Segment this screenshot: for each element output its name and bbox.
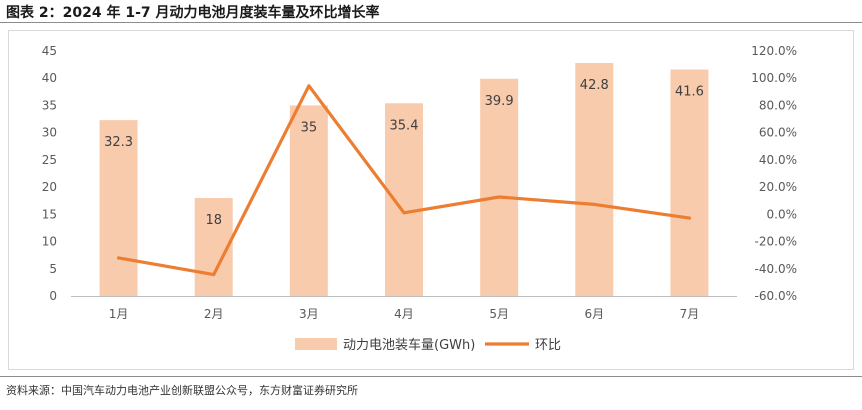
bar-6 bbox=[575, 62, 614, 296]
mom-point-5 bbox=[497, 195, 501, 199]
chart-frame: 0 5 10 15 20 25 30 35 40 45 -60.0% -40.0% -20.0% 0.0%… bbox=[8, 30, 854, 370]
x-tick-label: 1月 bbox=[109, 307, 129, 321]
left-axis-tick-label: 5 bbox=[49, 262, 57, 276]
right-axis-tick-label: -60.0% bbox=[755, 289, 797, 303]
right-axis-tick-label: 100.0% bbox=[751, 71, 797, 85]
right-axis-tick-label: 40.0% bbox=[759, 153, 797, 167]
right-axis-tick-label: 80.0% bbox=[759, 98, 797, 112]
x-tick-label: 6月 bbox=[584, 307, 604, 321]
right-axis-tick-label: 120.0% bbox=[751, 44, 797, 58]
bar-7 bbox=[670, 69, 709, 296]
bar-data-label: 35.4 bbox=[390, 118, 419, 133]
mom-point-1 bbox=[117, 256, 121, 260]
bar-data-label: 18 bbox=[205, 213, 222, 228]
x-tick-label: 4月 bbox=[394, 307, 414, 321]
left-axis-tick-label: 25 bbox=[42, 153, 57, 167]
left-axis-tick-label: 45 bbox=[42, 44, 57, 58]
mom-point-3 bbox=[307, 84, 311, 88]
left-axis-tick-label: 10 bbox=[42, 235, 57, 249]
bar-4 bbox=[385, 103, 423, 297]
left-axis-tick-label: 20 bbox=[42, 180, 57, 194]
right-axis-tick-label: -40.0% bbox=[755, 262, 797, 276]
bar-data-label: 41.6 bbox=[675, 85, 704, 100]
bar-data-label: 35 bbox=[301, 120, 318, 135]
bar-1 bbox=[99, 120, 138, 297]
left-axis-tick-label: 40 bbox=[42, 71, 57, 85]
x-tick-label: 2月 bbox=[204, 307, 224, 321]
figure-title: 图表 2：2024 年 1-7 月动力电池月度装车量及环比增长率 bbox=[6, 5, 380, 21]
bar-data-label: 39.9 bbox=[485, 94, 514, 109]
bar-3 bbox=[289, 105, 328, 296]
left-axis-tick-label: 0 bbox=[49, 289, 57, 303]
mom-point-7 bbox=[687, 216, 691, 220]
x-tick-label: 3月 bbox=[299, 307, 319, 321]
chart-svg: 0 5 10 15 20 25 30 35 40 45 -60.0% -40.0% -20.0% 0.0%… bbox=[42, 44, 798, 353]
source-note: 资料来源：中国汽车动力电池产业创新联盟公众号，东方财富证券研究所 bbox=[6, 384, 358, 397]
source-divider bbox=[0, 376, 862, 377]
mom-point-6 bbox=[592, 202, 596, 206]
right-axis-tick-label: 60.0% bbox=[759, 126, 797, 140]
left-axis-tick-label: 35 bbox=[42, 98, 57, 112]
mom-point-4 bbox=[402, 211, 406, 215]
x-tick-label: 7月 bbox=[680, 307, 700, 321]
legend-label-line: 环比 bbox=[535, 338, 561, 353]
left-axis-tick-label: 15 bbox=[42, 207, 57, 221]
bar-data-label: 32.3 bbox=[104, 135, 133, 150]
bar-data-label: 42.8 bbox=[580, 78, 609, 93]
legend-label-bar: 动力电池装车量(GWh) bbox=[343, 337, 475, 353]
bar-5 bbox=[480, 78, 519, 296]
title-divider bbox=[0, 22, 862, 23]
right-axis-tick-label: 20.0% bbox=[759, 180, 797, 194]
right-axis-tick-label: 0.0% bbox=[767, 207, 798, 221]
left-axis-tick-label: 30 bbox=[42, 126, 57, 140]
mom-point-2 bbox=[212, 273, 216, 277]
x-tick-label: 5月 bbox=[489, 307, 509, 321]
legend-swatch-bar bbox=[295, 338, 337, 350]
right-axis-tick-label: -20.0% bbox=[755, 235, 797, 249]
